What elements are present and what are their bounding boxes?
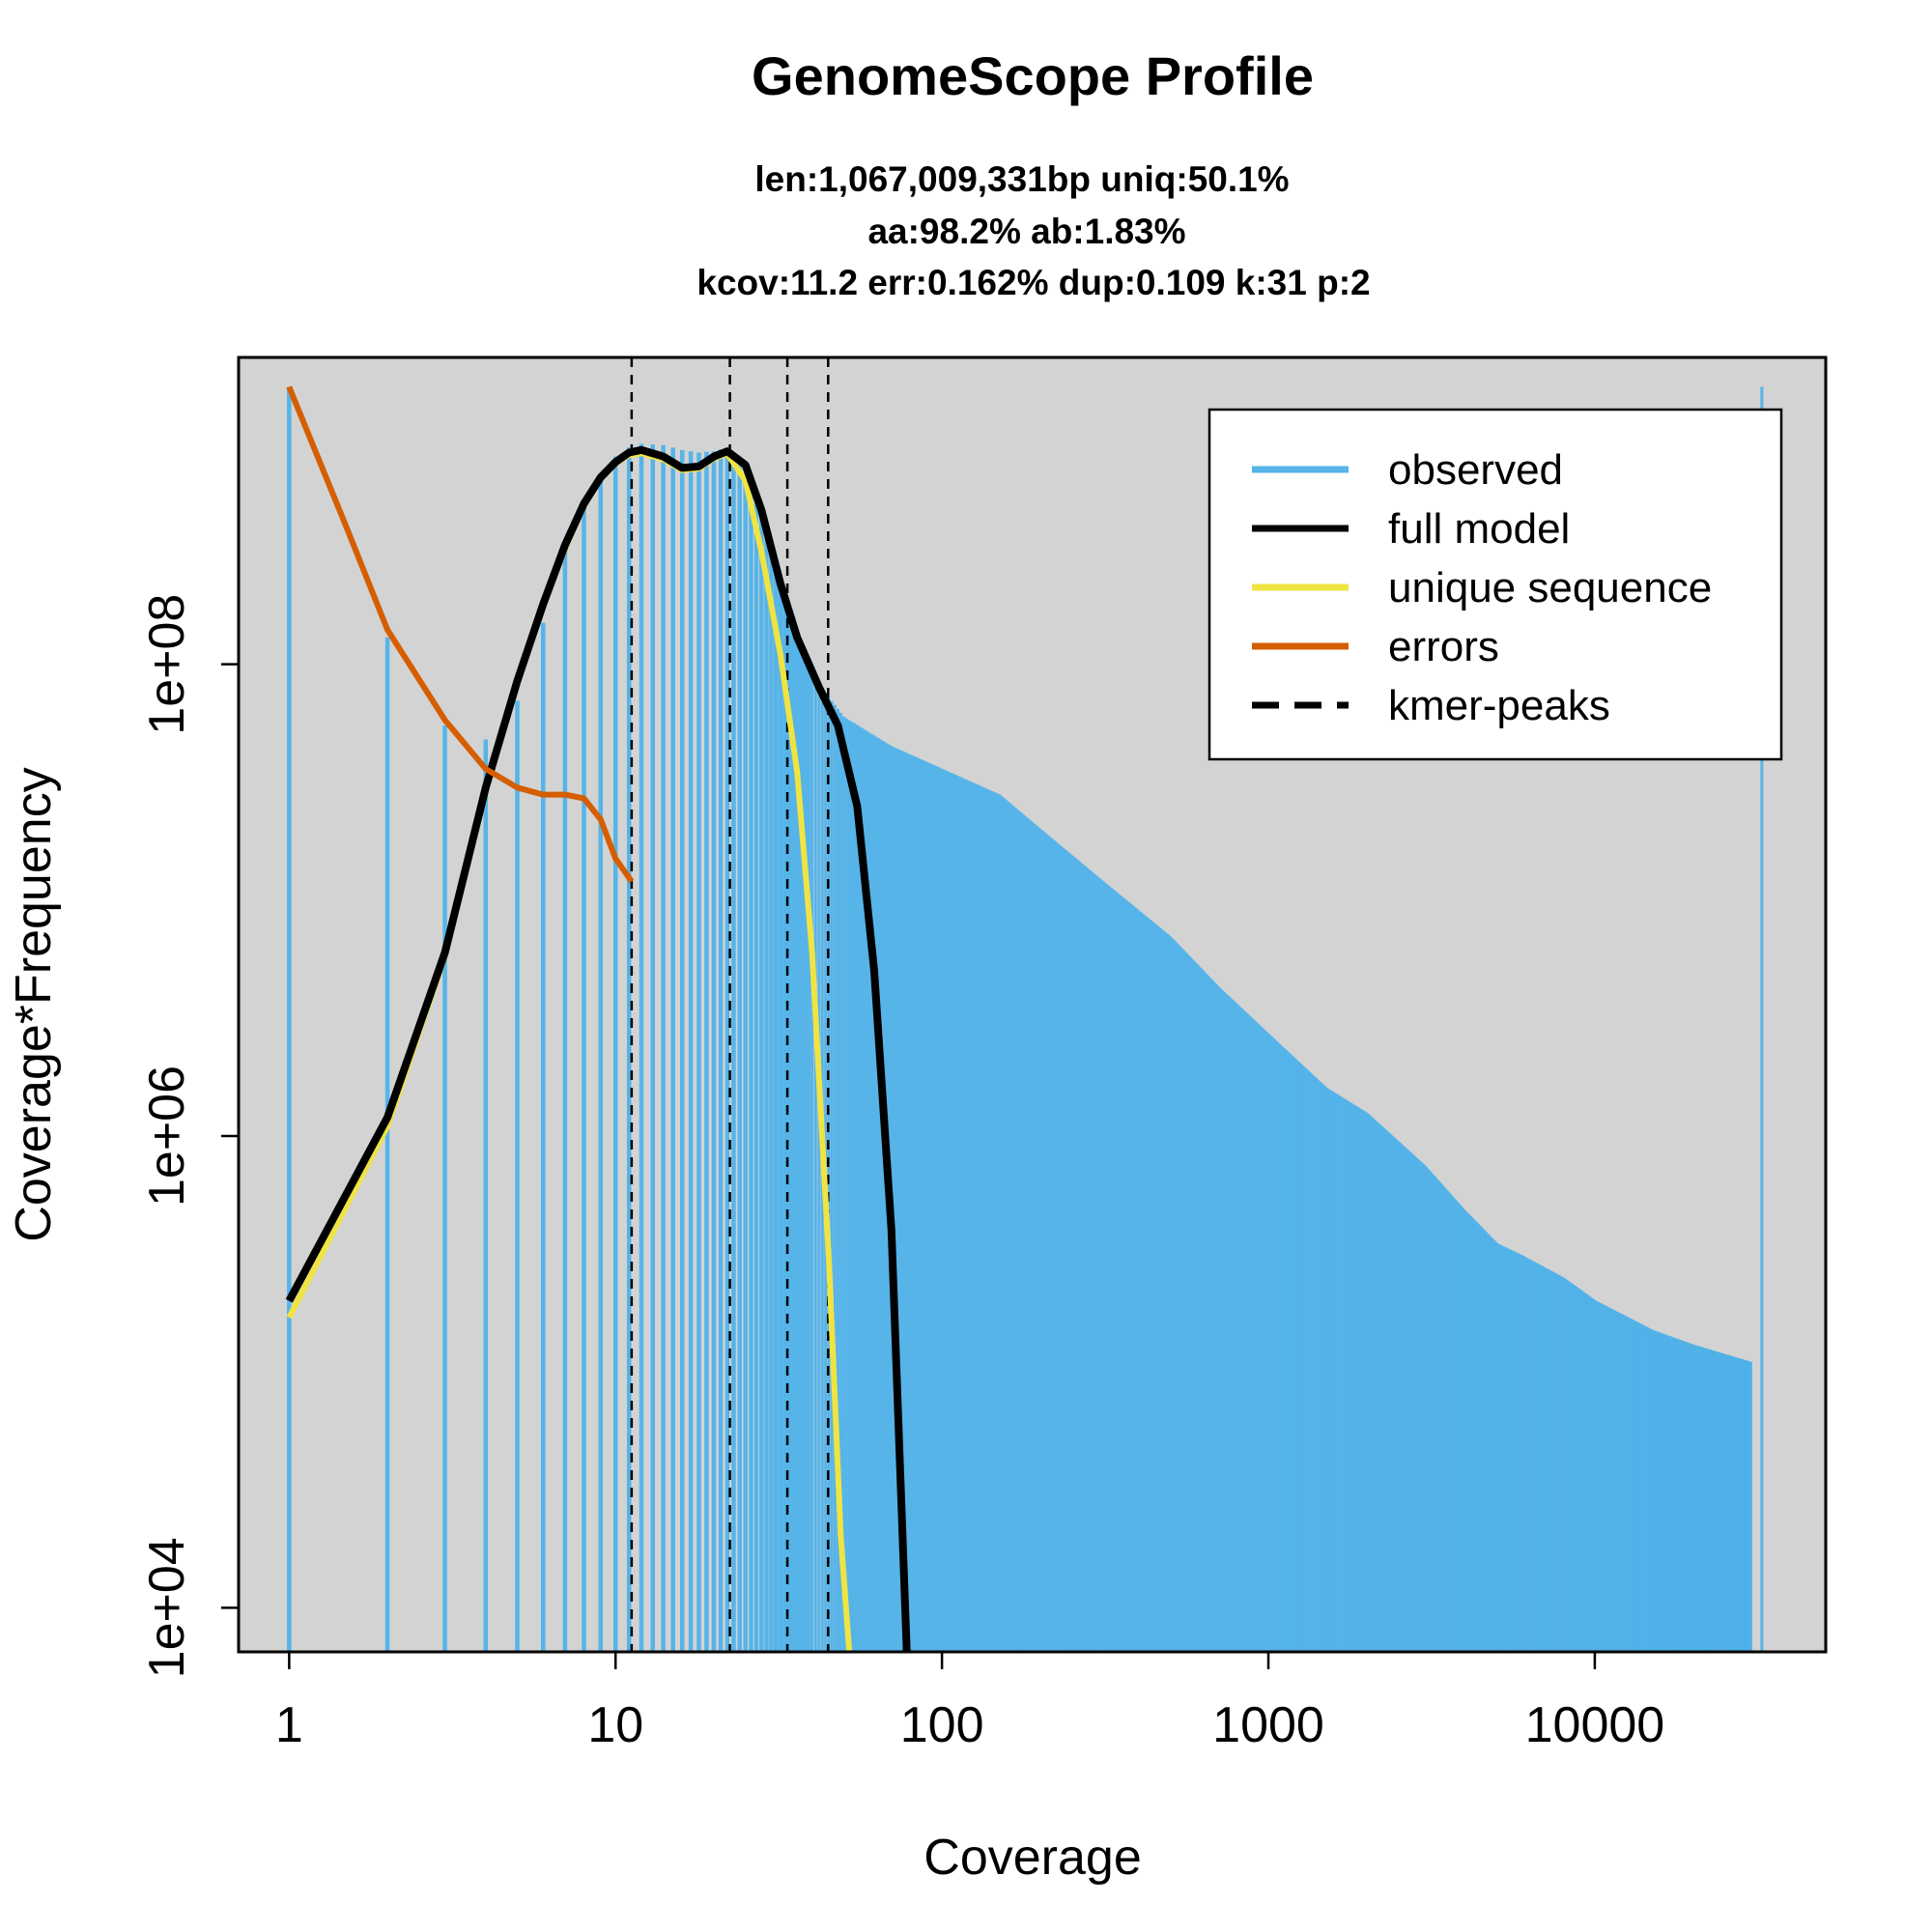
chart-subtitle-line-3: kcov:11.2 err:0.162% dup:0.109 k:31 p:2: [696, 263, 1370, 302]
chart-subtitle-line-2: aa:98.2% ab:1.83%: [867, 212, 1185, 251]
chart-subtitle-line-1: len:1,067,009,331bp uniq:50.1%: [754, 159, 1289, 199]
chart-title: GenomeScope Profile: [752, 45, 1314, 106]
